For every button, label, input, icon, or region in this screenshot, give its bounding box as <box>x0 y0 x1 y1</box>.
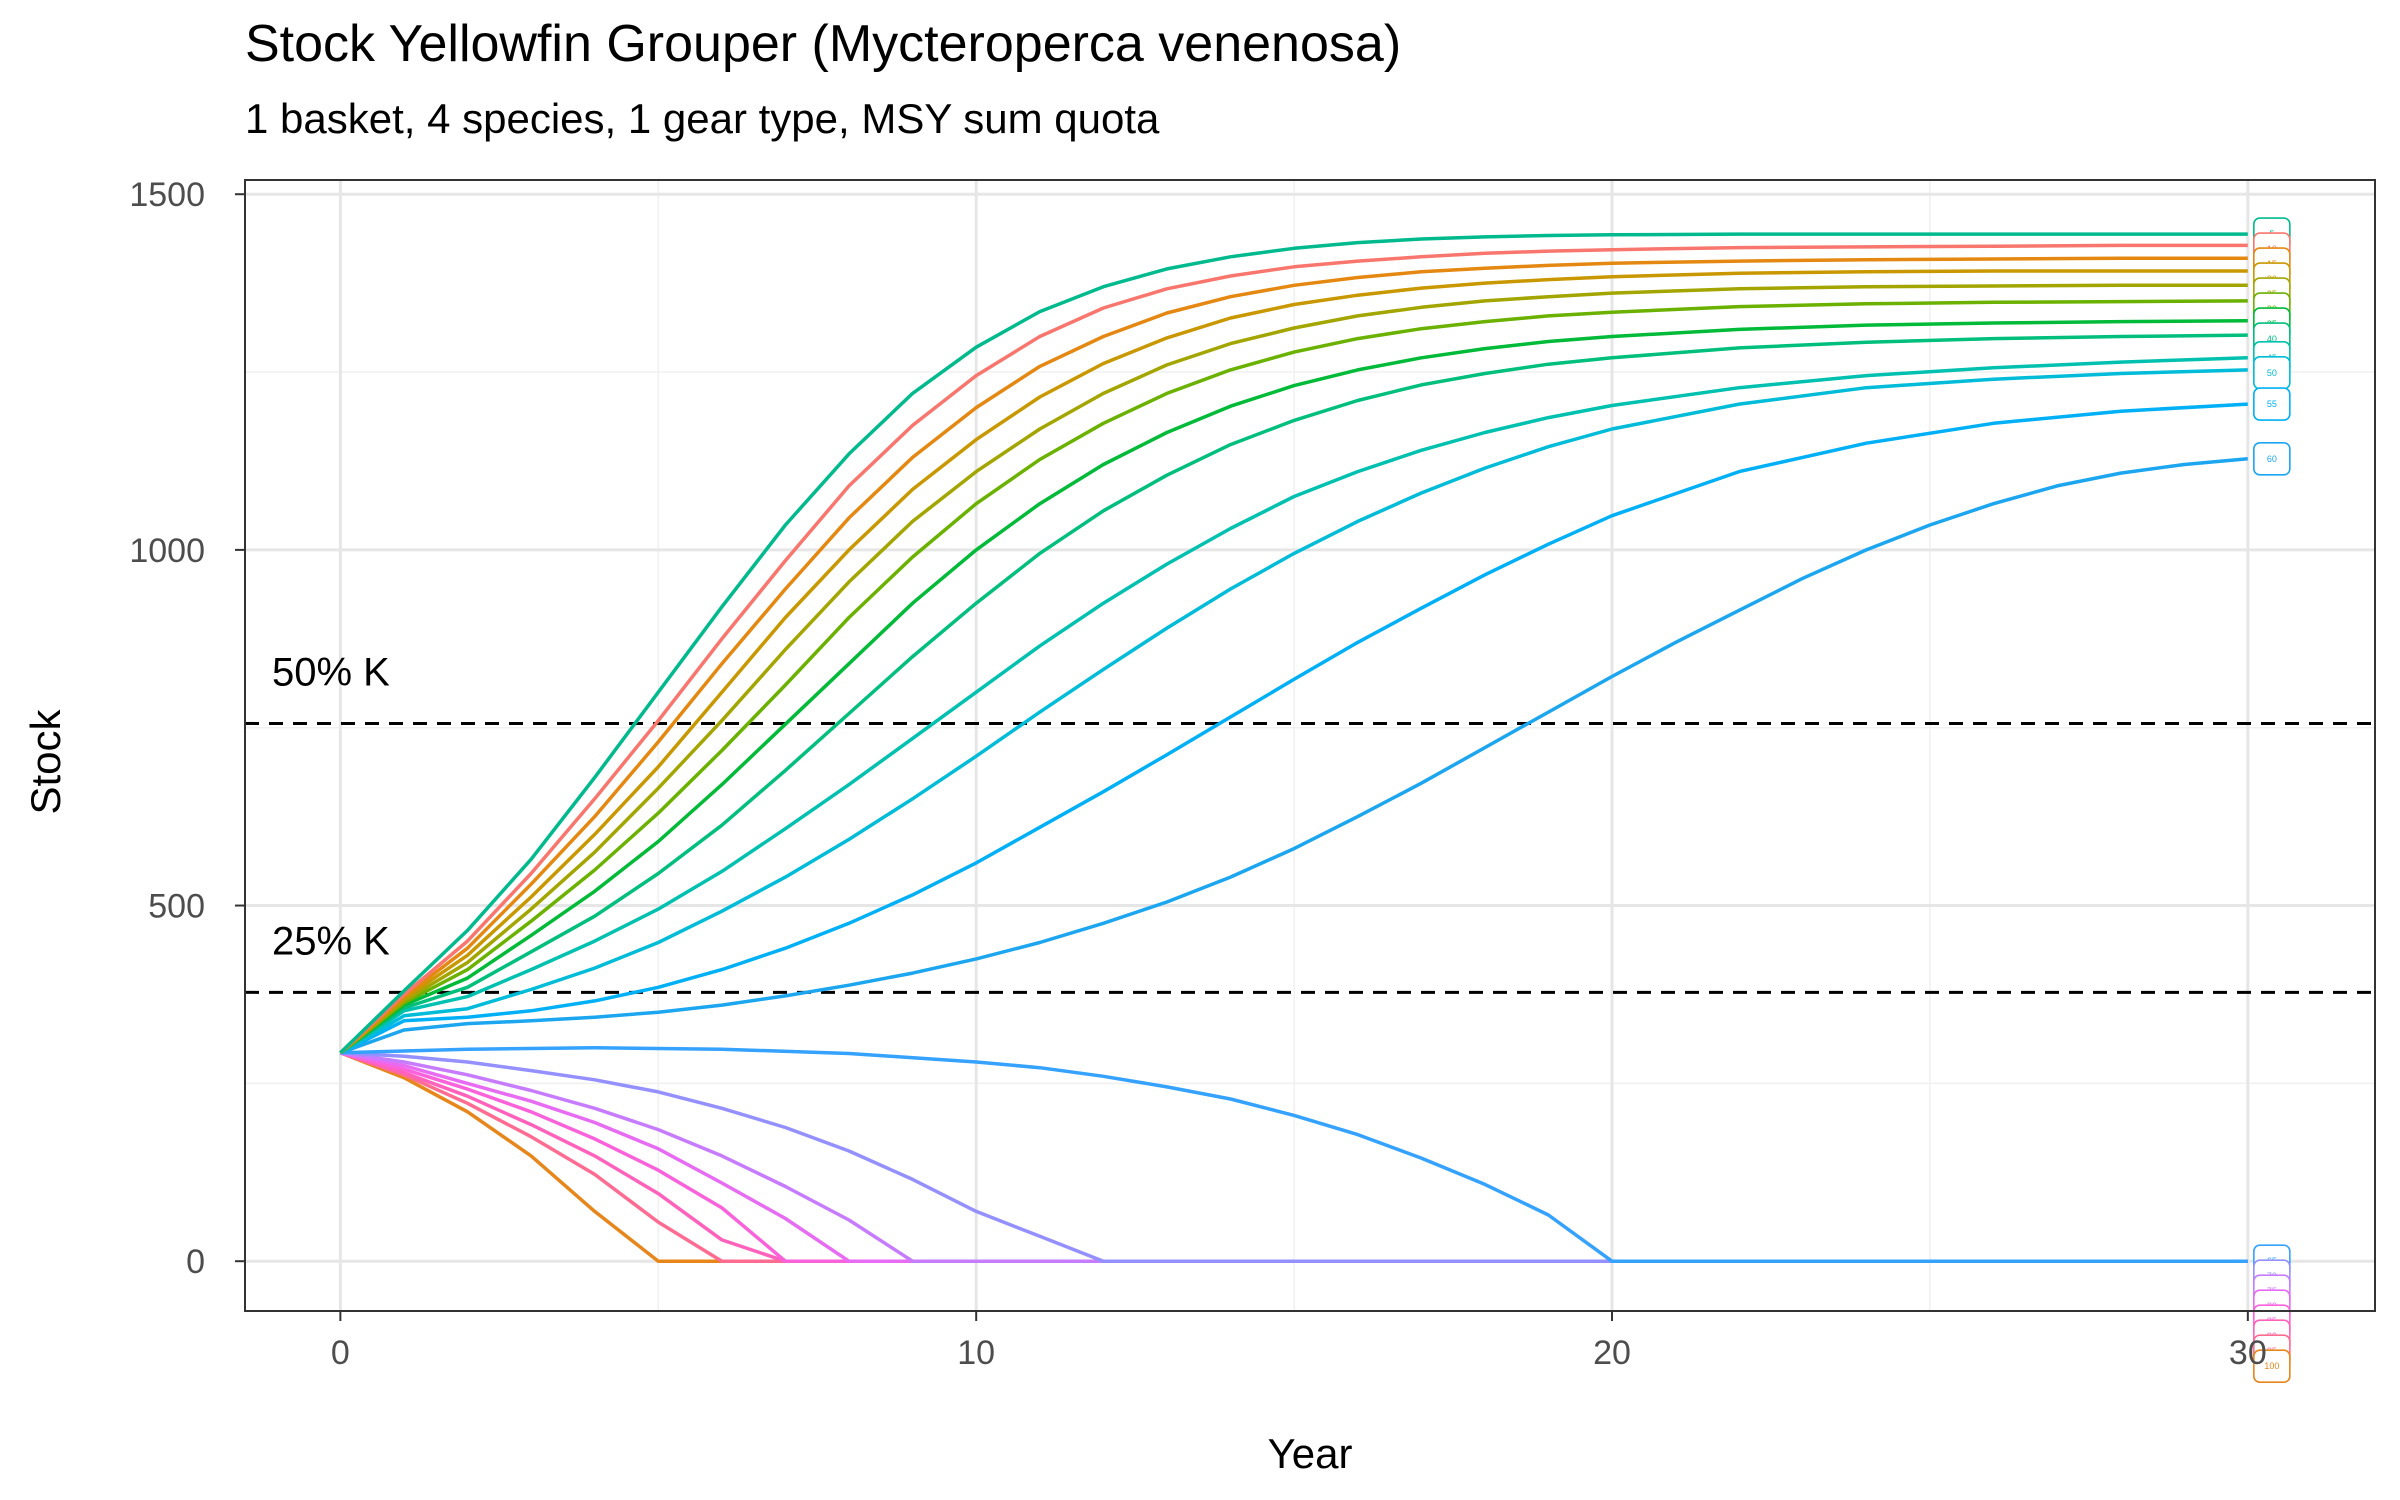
series-end-label-box <box>2253 387 2291 421</box>
series-end-label-text: 55 <box>2267 399 2277 409</box>
series-line <box>339 256 2248 1055</box>
reference-line-label: 50% K <box>272 650 390 694</box>
series-line <box>339 269 2248 1055</box>
x-tick-label: 20 <box>1593 1334 1631 1372</box>
reference-line-label: 25% K <box>272 919 390 963</box>
y-tick-label: 500 <box>148 888 205 926</box>
series-end-label: 100 <box>2253 1349 2291 1384</box>
x-tick-label: 0 <box>331 1334 350 1372</box>
y-tick-label: 0 <box>186 1243 205 1281</box>
x-axis-title: Year <box>1268 1430 1353 1477</box>
y-axis-title: Stock <box>22 708 69 814</box>
end-labels: 5101520253035404550556065707580859095100 <box>2253 217 2291 1384</box>
chart-title: Stock Yellowfin Grouper (Mycteroperca ve… <box>245 15 1402 73</box>
y-tick-label: 1500 <box>129 176 205 214</box>
series-line <box>339 232 2248 1055</box>
series-line <box>339 299 2248 1055</box>
series-end-label-text: 50 <box>2267 368 2277 378</box>
series-line <box>339 333 2248 1055</box>
series-line <box>339 283 2248 1055</box>
axis-ticks: 0 10 20 30 0 500 1000 1500 <box>129 176 2266 1372</box>
chart-subtitle: 1 basket, 4 species, 1 gear type, MSY su… <box>245 95 1160 142</box>
series-end-label: 55 <box>2253 387 2291 421</box>
series-end-label-box <box>2253 442 2291 476</box>
series-line <box>339 356 2248 1055</box>
series-lines <box>339 232 2248 1263</box>
series-end-label-text: 100 <box>2264 1361 2279 1371</box>
series-line <box>339 243 2248 1055</box>
series-end-label: 60 <box>2253 442 2291 476</box>
reference-lines: 50% K 25% K <box>245 650 2375 994</box>
series-line <box>339 368 2248 1055</box>
series-end-label-text: 40 <box>2267 334 2277 344</box>
series-line <box>339 457 2248 1055</box>
series-line <box>339 402 2248 1055</box>
series-end-label-text: 60 <box>2267 454 2277 464</box>
series-line <box>340 1046 2248 1263</box>
series-line <box>339 319 2248 1055</box>
series-end-label: 50 <box>2253 356 2291 390</box>
x-tick-label: 10 <box>957 1334 995 1372</box>
plot-panel-border <box>244 179 2376 1312</box>
series-end-label-box <box>2253 1349 2291 1384</box>
x-tick-label: 30 <box>2229 1334 2267 1372</box>
y-tick-label: 1000 <box>129 532 205 570</box>
